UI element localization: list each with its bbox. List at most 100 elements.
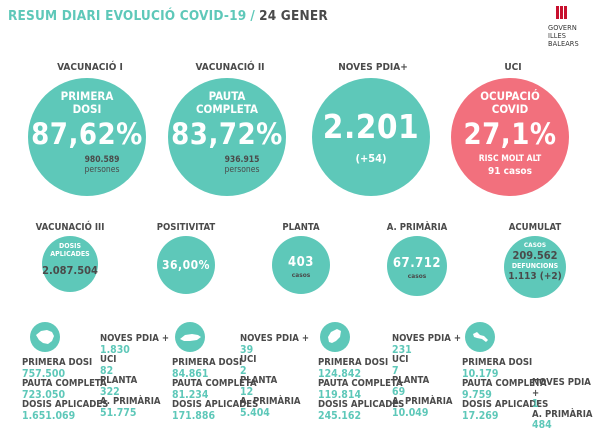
acumulat-def-label: DEFUNCIONS [511,262,559,270]
mallorca-noves-label: NOVES PDIA + [100,333,170,344]
vacunacio1-line2: DOSI [72,102,102,117]
eivissa-pauta: 119.814 [318,388,362,401]
positivitat-label: POSITIVITAT [156,222,216,233]
vacunacio3-circle: DOSIS APLICADES [42,236,98,292]
eivissa-uci-label: UCI [392,354,409,365]
eivissa-uci: 7 [392,364,399,377]
formentera-primaria: 484 [532,419,552,431]
menorca-planta-label: PLANTA [240,375,278,386]
page-title: RESUM DIARI EVOLUCIÓ COVID-19/24 GENER [8,8,328,24]
menorca-right: NOVES PDIA + 39 UCI 2 PLANTA 12 A. PRIMÀ… [240,333,310,419]
eivissa-noves: 231 [392,343,412,356]
title-separator: / [250,8,256,24]
govern-logo-icon [556,6,567,21]
positivitat-circle: 36,00% [157,236,215,294]
planta-unit: casos [291,271,311,279]
eivissa-planta-label: PLANTA [392,375,430,386]
mallorca-island-icon [30,322,60,352]
logo-line-1: GOVERN [548,23,577,32]
menorca-noves-label: NOVES PDIA + [240,333,310,344]
acumulat-circle: CASOS [504,236,566,298]
mallorca-dosis: 1.651.069 [22,409,76,422]
mallorca-primera-label: PRIMERA DOSI [22,357,93,368]
eivissa-dosis: 245.162 [318,409,362,422]
mallorca-primera: 757.500 [22,367,66,380]
eivissa-right: NOVES PDIA + 231 UCI 7 PLANTA 69 A. PRIM… [392,333,462,419]
formentera-primera: 10.179 [462,367,499,380]
menorca-left: PRIMERA DOSI 84.861 PAUTA COMPLETA 81.23… [172,357,259,422]
menorca-primaria-label: A. PRIMÀRIA [240,396,301,407]
menorca-primera-label: PRIMERA DOSI [172,357,243,368]
logo-line-3: BALEARS [548,39,579,48]
menorca-pauta-label: PAUTA COMPLETA [172,378,257,389]
vacunacio1-label: VACUNACIÓ I [57,62,123,73]
acumulat-casos: 209.562 [512,249,558,262]
eivissa-primaria-label: A. PRIMÀRIA [392,396,453,407]
menorca-island-icon [175,322,205,352]
menorca-uci-label: UCI [240,354,257,365]
title-date: 24 GENER [259,8,328,24]
uci-label: UCI [504,62,522,73]
vacunacio3-label: VACUNACIÓ III [35,222,105,233]
vacunacio1-count: 980.589 [84,155,120,166]
uci-risk: RISC MOLT ALT [478,154,542,165]
menorca-primaria: 5.404 [240,406,270,419]
mallorca-pauta: 723.050 [22,388,66,401]
vacunacio3-value: 2.087.504 [42,264,98,277]
menorca-uci: 2 [240,364,247,377]
formentera-left: PRIMERA DOSI 10.179 PAUTA COMPLETA 9.759… [462,357,548,422]
mallorca-uci-label: UCI [100,354,117,365]
primaria-value: 67.712 [392,256,442,271]
formentera-right: NOVES PDIA + 1 A. PRIMÀRIA 484 [532,377,600,431]
mallorca-planta-label: PLANTA [100,375,138,386]
mallorca-primaria-label: A. PRIMÀRIA [100,396,161,407]
acumulat-label: ACUMULAT [508,222,562,233]
formentera-primera-label: PRIMERA DOSI [462,357,533,368]
formentera-pauta: 9.759 [462,388,492,401]
mallorca-left: PRIMERA DOSI 757.500 PAUTA COMPLETA 723.… [22,357,108,422]
vacunacio1-line1: PRIMERA [60,89,114,103]
uci-line1: OCUPACIÓ [480,89,540,103]
menorca-dosis-label: DOSIS APLICADES [172,399,259,410]
mallorca-pauta-label: PAUTA COMPLETA [22,378,107,389]
uci-cases: 91 casos [488,166,532,178]
eivissa-primera-label: PRIMERA DOSI [318,357,389,368]
planta-value: 403 [288,255,314,270]
acumulat-casos-label: CASOS [523,241,547,249]
vacunacio2-circle: PAUTA COMPLETA 83,72% 936.915 persones [168,78,286,196]
uci-value: 27,1% [463,117,557,152]
eivissa-noves-label: NOVES PDIA + [392,333,462,344]
vacunacio3-line2: APLICADES [50,250,90,259]
menorca-pauta: 81.234 [172,388,209,401]
menorca-planta: 12 [240,385,254,398]
vacunacio2-count: 936.915 [224,155,260,166]
vacunacio2-value: 83,72% [171,117,283,152]
vacunacio2-line2: COMPLETA [195,102,259,117]
planta-label: PLANTA [282,222,320,233]
govern-logo: GOVERN ILLES BALEARS [548,6,594,48]
formentera-dosis: 17.269 [462,409,499,422]
noves-delta: (+54) [355,152,387,165]
formentera-noves-label: NOVES PDIA + [532,377,591,399]
eivissa-left: PRIMERA DOSI 124.842 PAUTA COMPLETA 119.… [318,357,405,422]
mallorca-planta: 322 [100,385,120,398]
eivissa-planta: 69 [392,385,406,398]
vacunacio1-unit: persones [84,164,120,175]
formentera-pauta-label: PAUTA COMPLETA [462,378,547,389]
vacunacio1-value: 87,62% [31,117,143,152]
eivissa-island-icon [320,322,350,352]
mallorca-right: NOVES PDIA + 1.830 UCI 82 PLANTA 322 A. … [100,333,170,419]
vacunacio2-unit: persones [224,164,260,175]
menorca-dosis: 171.886 [172,409,216,422]
mallorca-noves: 1.830 [100,343,130,356]
mallorca-primaria: 51.775 [100,406,137,419]
title-text: RESUM DIARI EVOLUCIÓ COVID-19 [8,8,247,24]
primaria-unit: casos [407,272,427,280]
menorca-noves: 39 [240,343,254,356]
eivissa-primaria: 10.049 [392,406,429,419]
eivissa-dosis-label: DOSIS APLICADES [318,399,405,410]
primaria-circle: 67.712 casos [387,236,447,296]
primaria-label: A. PRIMÀRIA [386,222,448,233]
noves-value: 2.201 [322,107,420,146]
menorca-primera: 84.861 [172,367,209,380]
